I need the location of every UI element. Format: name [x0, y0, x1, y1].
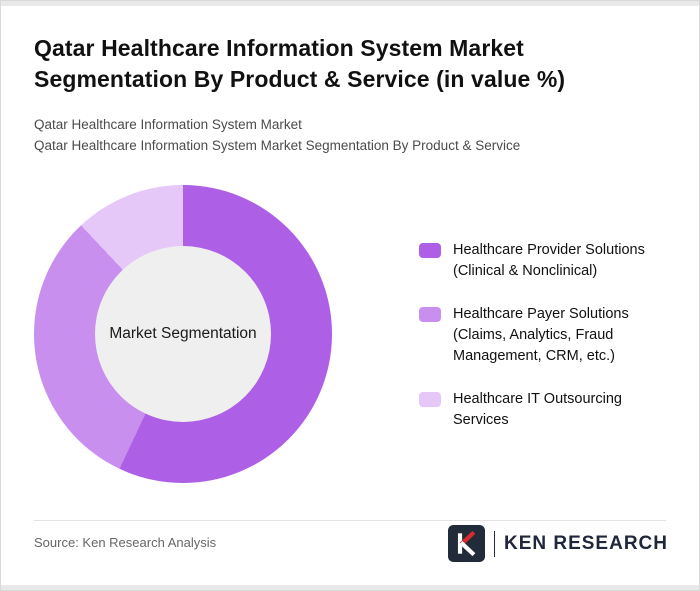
subtitle-segmentation: Qatar Healthcare Information System Mark…	[34, 138, 521, 153]
k-logo-icon	[447, 525, 485, 562]
legend-item: Healthcare Payer Solutions (Claims, Anal…	[419, 304, 679, 367]
legend-label: Healthcare IT Outsourcing Services	[453, 391, 622, 429]
chart-legend: Healthcare Provider Solutions (Clinical …	[419, 240, 679, 431]
logo-separator	[493, 530, 495, 557]
donut-center-label: Market Segmentation	[109, 325, 257, 342]
legend-swatch-icon	[419, 392, 441, 408]
brand-name: KEN RESEARCH	[503, 532, 668, 554]
donut-chart: Market Segmentation	[34, 185, 332, 483]
page-title: Qatar Healthcare Information System Mark…	[34, 35, 566, 92]
legend-swatch-icon	[419, 243, 441, 258]
legend-swatch-icon	[419, 307, 441, 323]
legend-label: Healthcare Provider Solutions (Clinical …	[453, 242, 645, 280]
ken-research-logo: KEN RESEARCH	[447, 525, 668, 562]
page-top-strip	[1, 1, 699, 6]
donut-hole: Market Segmentation	[95, 246, 271, 422]
source-text: Source: Ken Research Analysis	[34, 535, 217, 550]
legend-item: Healthcare Provider Solutions (Clinical …	[419, 240, 679, 282]
legend-item: Healthcare IT Outsourcing Services	[419, 389, 679, 431]
legend-label: Healthcare Payer Solutions (Claims, Anal…	[453, 306, 629, 365]
footer-divider	[34, 520, 666, 521]
page-bottom-strip	[1, 585, 699, 590]
subtitle-market: Qatar Healthcare Information System Mark…	[34, 117, 302, 132]
